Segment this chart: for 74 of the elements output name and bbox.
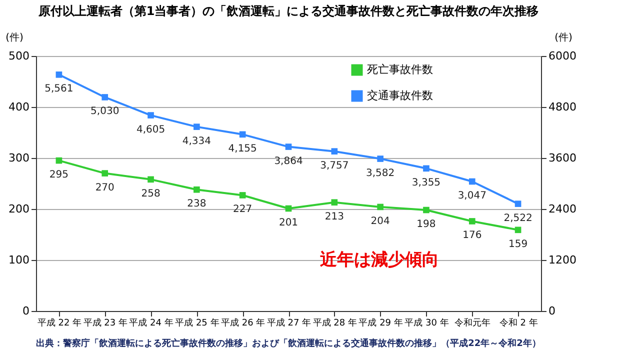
data-label: 3,582 [366, 168, 395, 179]
point [285, 144, 292, 150]
y2-tick-label: 4800 [548, 100, 576, 114]
y-tick-label: 500 [8, 50, 30, 62]
legend-label: 死亡事故件数 [367, 63, 433, 76]
point [148, 112, 154, 118]
data-label: 270 [95, 182, 114, 194]
data-label: 4,605 [136, 124, 166, 136]
y2-axis-title: (件) [554, 32, 572, 44]
point [194, 124, 200, 130]
y-tick-label: 0 [22, 304, 30, 318]
x-tick-label: 令和元年 [454, 318, 491, 328]
y2-tick-label: 6000 [548, 50, 576, 62]
data-label: 5,561 [44, 84, 74, 95]
x-tick-label: 令和 2 年 [499, 318, 538, 328]
x-tick-label: 平成 22 年 [37, 318, 82, 328]
point [102, 170, 108, 176]
y-tick-label: 400 [8, 100, 30, 114]
x-tick-label: 平成 26 年 [220, 318, 266, 328]
data-label: 295 [49, 170, 68, 181]
data-label: 2,522 [504, 212, 532, 224]
point [331, 199, 338, 206]
data-label: 3,047 [458, 190, 486, 202]
data-label: 204 [370, 216, 390, 227]
data-label: 213 [324, 211, 344, 222]
chart-title: 原付以上運転者（第1当事者）の「飲酒運転」による交通事故件数と死亡事故件数の年次推移 [37, 4, 539, 18]
data-label: 198 [416, 219, 436, 230]
data-label: 3,355 [412, 177, 441, 188]
source-note: 出典：警察庁「飲酒運転による死亡事故件数の推移」および「飲酒運転による交通事故件数の推移」（平成22年～令和2年） [36, 338, 541, 349]
y2-tick-label: 3600 [548, 152, 576, 164]
data-label: 258 [141, 188, 160, 200]
y2-tick-label: 0 [548, 304, 556, 318]
x-tick-label: 平成 27 年 [266, 318, 312, 328]
legend-label: 交通事故件数 [367, 89, 433, 102]
point [514, 200, 522, 207]
data-label: 3,757 [320, 160, 349, 172]
x-tick-label: 平成 23 年 [83, 318, 128, 328]
data-label: 227 [233, 204, 252, 216]
point [56, 157, 62, 164]
y-tick-label: 200 [8, 202, 30, 216]
x-tick-label: 平成 29 年 [358, 318, 403, 328]
data-label: 5,030 [90, 106, 120, 118]
data-label: 159 [508, 238, 528, 250]
point [468, 218, 476, 224]
data-label: 201 [278, 217, 298, 228]
data-label: 4,334 [182, 136, 211, 147]
point [239, 192, 246, 198]
point [56, 71, 62, 78]
y-tick-label: 100 [8, 254, 30, 266]
point [468, 178, 476, 185]
data-label: 3,864 [274, 156, 303, 167]
point [102, 94, 108, 100]
point [239, 131, 246, 138]
data-label: 238 [187, 198, 206, 210]
point [423, 165, 430, 172]
x-tick-label: 平成 25 年 [175, 318, 220, 328]
data-label: 4,155 [228, 143, 257, 154]
x-tick-label: 平成 28 年 [312, 318, 358, 328]
point [514, 226, 522, 234]
point [194, 186, 200, 193]
point [377, 156, 384, 162]
point [331, 148, 338, 154]
y2-tick-label: 2400 [548, 202, 576, 216]
point [148, 176, 154, 183]
y2-tick-label: 1200 [548, 254, 576, 266]
point [423, 206, 430, 214]
annotation: 近年は減少傾向 [318, 250, 439, 270]
point [377, 204, 384, 210]
x-tick-label: 平成 24 年 [129, 318, 174, 328]
x-tick-label: 平成 30 年 [404, 318, 449, 328]
point [285, 205, 292, 212]
y-tick-label: 300 [8, 152, 30, 164]
data-label: 176 [462, 230, 482, 242]
y-axis-title: (件) [6, 32, 24, 44]
